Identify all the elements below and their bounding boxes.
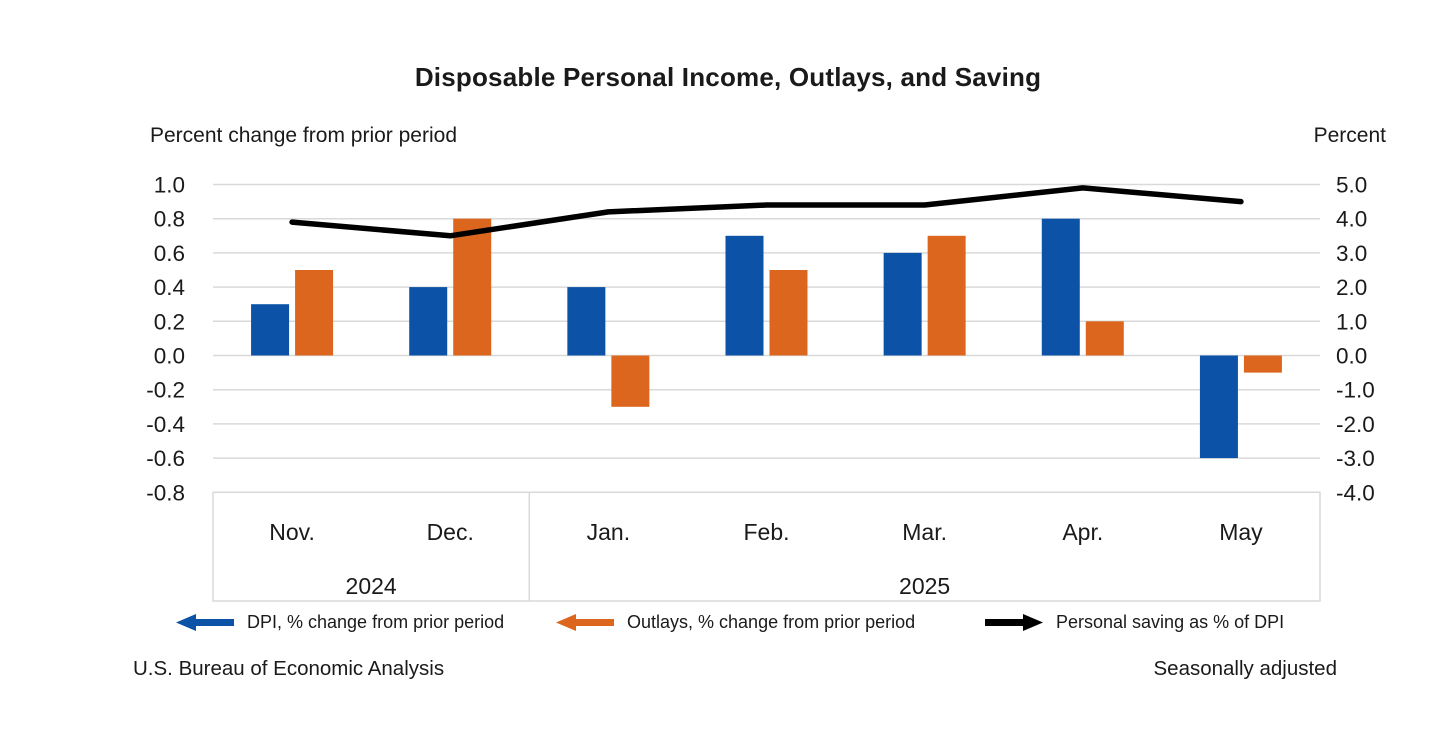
right-axis-tick: -3.0	[1336, 446, 1375, 471]
legend-item-saving: Personal saving as % of DPI	[985, 608, 1284, 636]
black-right-arrow-icon	[985, 613, 1043, 631]
legend-label-outlays: Outlays, % change from prior period	[627, 611, 916, 632]
dpi-bar	[1199, 355, 1238, 459]
right-axis-title: Percent	[1313, 124, 1386, 147]
dpi-bar	[409, 287, 448, 356]
legend-label-saving: Personal saving as % of DPI	[1056, 611, 1285, 632]
dpi-bar	[567, 287, 606, 356]
category-axis-box	[212, 491, 1321, 602]
legend: DPI, % change from prior period Outlays,…	[0, 608, 1456, 642]
month-label: Dec.	[427, 519, 474, 545]
chart-title: Disposable Personal Income, Outlays, and…	[414, 62, 1042, 92]
outlays-bar	[1085, 321, 1124, 356]
month-label: May	[1219, 519, 1263, 545]
outlays-bar	[611, 355, 650, 407]
dpi-bar	[725, 235, 764, 356]
right-axis-tick: 5.0	[1336, 173, 1367, 198]
outlays-bar	[769, 270, 808, 356]
legend-item-outlays: Outlays, % change from prior period	[556, 608, 915, 636]
month-label: Nov.	[269, 519, 315, 545]
outlays-bar	[927, 235, 966, 356]
left-axis-tick: 0.4	[154, 275, 185, 300]
left-axis-title: Percent change from prior period	[150, 124, 457, 147]
saving-line	[289, 185, 1244, 239]
seasonally-adjusted-note: Seasonally adjusted	[1153, 657, 1338, 680]
outlays-bar	[1243, 355, 1282, 373]
month-label: Jan.	[587, 519, 630, 545]
month-label: Apr.	[1062, 519, 1103, 545]
left-axis-tick: 0.8	[154, 207, 185, 232]
left-axis-tick: 0.0	[154, 344, 185, 369]
left-axis-tick: 0.2	[154, 309, 185, 334]
year-label: 2025	[899, 573, 950, 599]
left-axis-tick: -0.4	[146, 412, 185, 437]
source-text: U.S. Bureau of Economic Analysis	[133, 657, 445, 680]
orange-left-arrow-icon	[556, 613, 614, 631]
right-axis-tick: -4.0	[1336, 480, 1375, 505]
blue-left-arrow-icon	[176, 613, 234, 631]
right-axis-tick: 2.0	[1336, 275, 1367, 300]
left-axis-tick: -0.6	[146, 446, 185, 471]
right-axis-tick: 1.0	[1336, 309, 1367, 334]
legend-item-dpi: DPI, % change from prior period	[176, 608, 504, 636]
left-axis-tick: 0.6	[154, 241, 185, 266]
legend-label-dpi: DPI, % change from prior period	[247, 611, 505, 632]
left-axis-tick: -0.8	[146, 480, 185, 505]
dpi-bar	[1041, 218, 1080, 356]
month-label: Mar.	[902, 519, 947, 545]
right-axis-tick: -1.0	[1336, 378, 1375, 403]
right-axis-tick: 0.0	[1336, 344, 1367, 369]
outlays-bar	[453, 218, 492, 356]
year-label: 2024	[346, 573, 397, 599]
left-axis-tick: -0.2	[146, 378, 185, 403]
month-label: Feb.	[743, 519, 789, 545]
dpi-bar	[251, 304, 290, 356]
dpi-bar	[883, 252, 922, 356]
left-axis-tick: 1.0	[154, 173, 185, 198]
outlays-bar	[295, 270, 334, 356]
right-axis-tick: 4.0	[1336, 207, 1367, 232]
right-axis-tick: 3.0	[1336, 241, 1367, 266]
right-axis-tick: -2.0	[1336, 412, 1375, 437]
